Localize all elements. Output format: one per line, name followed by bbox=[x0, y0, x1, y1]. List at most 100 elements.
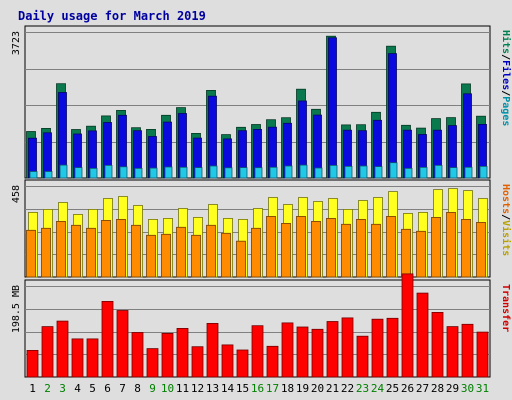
bar-hits-pages-day-12 bbox=[194, 167, 203, 179]
bar-hits-pages-day-28 bbox=[434, 164, 443, 179]
bar-transfer-transfer-day-11 bbox=[176, 327, 189, 378]
bar-transfer-transfer-day-29 bbox=[446, 326, 459, 378]
x-tick-label-day-31: 31 bbox=[476, 382, 489, 395]
bar-visits-hosts-day-20 bbox=[311, 220, 321, 278]
side-label-visits: Visits bbox=[500, 220, 512, 256]
bar-transfer-transfer-day-5 bbox=[86, 338, 99, 378]
bar-hits-pages-day-2 bbox=[44, 171, 53, 179]
bar-visits-hosts-day-4 bbox=[71, 224, 81, 278]
bar-visits-hosts-day-17 bbox=[266, 215, 276, 278]
side-label-files: Files bbox=[500, 60, 512, 90]
panel-hits: 3723 Hits/Files/Pages bbox=[11, 25, 512, 179]
bar-transfer-transfer-day-24 bbox=[371, 318, 384, 378]
bar-hits-pages-day-19 bbox=[299, 164, 308, 179]
x-tick-label-day-26: 26 bbox=[401, 382, 414, 395]
x-tick-label-day-19: 19 bbox=[296, 382, 309, 395]
bar-visits-hosts-day-14 bbox=[221, 232, 231, 278]
bar-hits-pages-day-14 bbox=[224, 167, 233, 179]
bar-hits-pages-day-17 bbox=[269, 166, 278, 179]
bar-transfer-transfer-day-16 bbox=[251, 325, 264, 378]
x-tick-label-day-18: 18 bbox=[281, 382, 294, 395]
bar-hits-pages-day-20 bbox=[314, 167, 323, 179]
side-label-hosts: Hosts bbox=[500, 184, 511, 214]
bar-hits-pages-day-6 bbox=[104, 164, 113, 179]
bar-transfer-transfer-day-18 bbox=[281, 322, 294, 378]
bar-visits-hosts-day-12 bbox=[191, 234, 201, 278]
side-label-transfer: Transfer bbox=[500, 284, 511, 332]
side-label-transfer: Transfer bbox=[500, 284, 511, 332]
bar-visits-hosts-day-29 bbox=[446, 211, 456, 278]
x-tick-label-day-6: 6 bbox=[104, 382, 111, 395]
x-tick-label-day-9: 9 bbox=[149, 382, 156, 395]
bar-transfer-transfer-day-17 bbox=[266, 345, 279, 378]
bar-transfer-transfer-day-4 bbox=[71, 338, 84, 378]
bar-hits-pages-day-29 bbox=[449, 167, 458, 179]
x-tick-label-day-14: 14 bbox=[221, 382, 235, 395]
bar-visits-hosts-day-22 bbox=[341, 223, 351, 278]
x-tick-label-day-17: 17 bbox=[266, 382, 279, 395]
bar-visits-hosts-day-19 bbox=[296, 215, 306, 278]
bar-hits-pages-day-3 bbox=[59, 164, 68, 179]
x-tick-label-day-30: 30 bbox=[461, 382, 474, 395]
bar-hits-pages-day-23 bbox=[359, 165, 368, 179]
bar-transfer-transfer-day-14 bbox=[221, 344, 234, 378]
ymax-label-transfer: 198.5 MB bbox=[11, 285, 22, 333]
ymax-label-visits: 458 bbox=[11, 185, 22, 203]
side-label-separator: / bbox=[500, 54, 511, 60]
bar-visits-hosts-day-16 bbox=[251, 227, 261, 278]
bar-hits-pages-day-1 bbox=[29, 171, 38, 179]
bar-visits-hosts-day-31 bbox=[476, 221, 486, 278]
bar-hits-pages-day-7 bbox=[119, 166, 128, 179]
side-label-separator: / bbox=[500, 90, 511, 96]
bar-visits-hosts-day-18 bbox=[281, 222, 291, 278]
bar-transfer-transfer-day-28 bbox=[431, 311, 444, 378]
side-label-separator: / bbox=[500, 214, 511, 220]
bar-hits-pages-day-10 bbox=[164, 166, 173, 179]
side-label-visits: Hosts/Visits bbox=[500, 184, 512, 256]
bar-hits-files-day-21 bbox=[328, 37, 337, 179]
chart-title: Daily usage for March 2019 bbox=[18, 9, 206, 23]
bar-hits-pages-day-11 bbox=[179, 166, 188, 179]
bar-transfer-transfer-day-12 bbox=[191, 346, 204, 378]
bar-transfer-transfer-day-19 bbox=[296, 326, 309, 378]
x-tick-label-day-3: 3 bbox=[59, 382, 66, 395]
x-tick-label-day-5: 5 bbox=[89, 382, 96, 395]
bar-transfer-transfer-day-20 bbox=[311, 328, 324, 378]
bar-hits-pages-day-8 bbox=[134, 167, 143, 179]
bar-hits-pages-day-4 bbox=[74, 167, 83, 179]
x-tick-label-day-4: 4 bbox=[74, 382, 81, 395]
bar-visits-hosts-day-27 bbox=[416, 230, 426, 278]
bar-visits-hosts-day-6 bbox=[101, 219, 111, 278]
bar-transfer-transfer-day-15 bbox=[236, 349, 249, 378]
bar-visits-hosts-day-21 bbox=[326, 217, 336, 278]
bar-hits-pages-day-31 bbox=[479, 165, 488, 179]
bar-transfer-transfer-day-6 bbox=[101, 300, 114, 378]
bar-visits-hosts-day-25 bbox=[386, 215, 396, 278]
bar-transfer-transfer-day-31 bbox=[476, 331, 489, 378]
x-tick-label-day-20: 20 bbox=[311, 382, 324, 395]
side-label-hits: Hits/Files/Pages bbox=[500, 30, 512, 126]
bar-visits-hosts-day-5 bbox=[86, 227, 96, 278]
x-tick-label-day-10: 10 bbox=[161, 382, 174, 395]
bar-hits-pages-day-9 bbox=[149, 167, 158, 179]
bar-hits-pages-day-27 bbox=[419, 166, 428, 179]
x-tick-label-day-15: 15 bbox=[236, 382, 249, 395]
bar-hits-files-day-30 bbox=[463, 93, 472, 179]
bar-hits-pages-day-25 bbox=[389, 162, 398, 179]
bar-visits-hosts-day-15 bbox=[236, 240, 246, 278]
bar-transfer-transfer-day-21 bbox=[326, 321, 339, 378]
bar-hits-pages-day-22 bbox=[344, 165, 353, 179]
x-tick-label-day-29: 29 bbox=[446, 382, 459, 395]
bar-visits-hosts-day-28 bbox=[431, 216, 441, 278]
x-tick-label-day-11: 11 bbox=[176, 382, 189, 395]
bar-visits-hosts-day-26 bbox=[401, 228, 411, 278]
bar-visits-hosts-day-10 bbox=[161, 233, 171, 278]
bar-visits-hosts-day-9 bbox=[146, 234, 156, 278]
bar-transfer-transfer-day-10 bbox=[161, 332, 174, 378]
bar-hits-pages-day-24 bbox=[374, 166, 383, 179]
x-tick-label-day-22: 22 bbox=[341, 382, 354, 395]
bar-hits-pages-day-16 bbox=[254, 167, 263, 179]
bar-transfer-transfer-day-13 bbox=[206, 322, 219, 378]
bar-hits-pages-day-26 bbox=[404, 167, 413, 179]
